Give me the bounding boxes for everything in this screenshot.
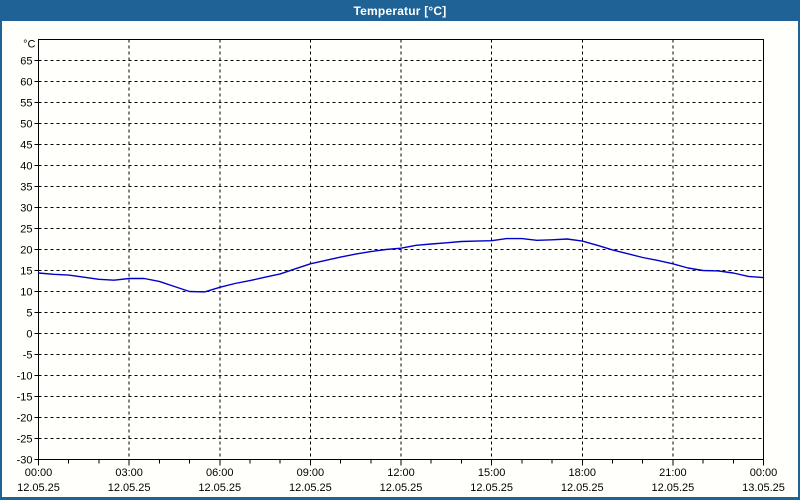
x-axis-tick-date: 12.05.25 — [17, 482, 60, 494]
x-axis-tick-time: 03:00 — [115, 467, 143, 479]
y-axis-tick-label: 45 — [20, 140, 32, 152]
y-axis-tick-label: 0 — [26, 329, 32, 341]
y-axis-tick-label: -15 — [17, 392, 33, 404]
y-axis-tick-label: 20 — [20, 245, 32, 257]
y-axis-tick-label: 10 — [20, 287, 32, 299]
y-axis-tick-label: 15 — [20, 266, 32, 278]
y-axis-tick-label: -10 — [17, 371, 33, 383]
x-axis-tick-time: 18:00 — [568, 467, 596, 479]
y-axis-tick-label: -25 — [17, 434, 33, 446]
temperature-chart: 65605550454035302520151050-5-10-15-20-25… — [17, 39, 785, 495]
y-axis-tick-label: 35 — [20, 182, 32, 194]
x-axis-tick-date: 12.05.25 — [108, 482, 151, 494]
y-axis-tick-label: 55 — [20, 98, 32, 110]
x-axis-tick-date: 12.05.25 — [561, 482, 604, 494]
x-axis-tick-date: 13.05.25 — [742, 482, 785, 494]
y-axis-tick-label: 5 — [26, 308, 32, 320]
y-axis-tick-label: 25 — [20, 224, 32, 236]
x-axis-tick-time: 12:00 — [387, 467, 415, 479]
y-axis-unit-label: °C — [23, 39, 35, 51]
x-axis-tick-time: 00:00 — [25, 467, 53, 479]
y-axis-tick-label: -30 — [17, 455, 33, 467]
y-axis-tick-label: -20 — [17, 413, 33, 425]
x-axis-tick-date: 12.05.25 — [651, 482, 694, 494]
y-axis-tick-label: -5 — [23, 350, 33, 362]
x-axis-tick-time: 00:00 — [750, 467, 778, 479]
x-axis-tick-time: 15:00 — [478, 467, 506, 479]
window-title: Temperatur [°C] — [353, 4, 447, 18]
window-title-bar: Temperatur [°C] — [2, 2, 798, 21]
x-axis-tick-time: 21:00 — [659, 467, 687, 479]
x-axis-tick-time: 09:00 — [297, 467, 325, 479]
y-axis-tick-label: 65 — [20, 56, 32, 68]
x-axis-tick-date: 12.05.25 — [380, 482, 423, 494]
x-axis-tick-date: 12.05.25 — [198, 482, 241, 494]
y-axis-tick-label: 30 — [20, 203, 32, 215]
x-axis-tick-date: 12.05.25 — [289, 482, 332, 494]
y-axis-tick-label: 60 — [20, 77, 32, 89]
chart-area: 65 60 55 50 45 40 35 30 25 20 15 10 5 0 -5 -10 -15 -20 -25… — [2, 21, 798, 497]
x-axis-tick-date: 12.05.25 — [470, 482, 513, 494]
temperature-line — [37, 237, 765, 293]
y-axis-tick-label: 50 — [20, 119, 32, 131]
x-axis-tick-time: 06:00 — [206, 467, 234, 479]
plot-border — [38, 39, 764, 460]
y-axis-tick-label: 40 — [20, 161, 32, 173]
